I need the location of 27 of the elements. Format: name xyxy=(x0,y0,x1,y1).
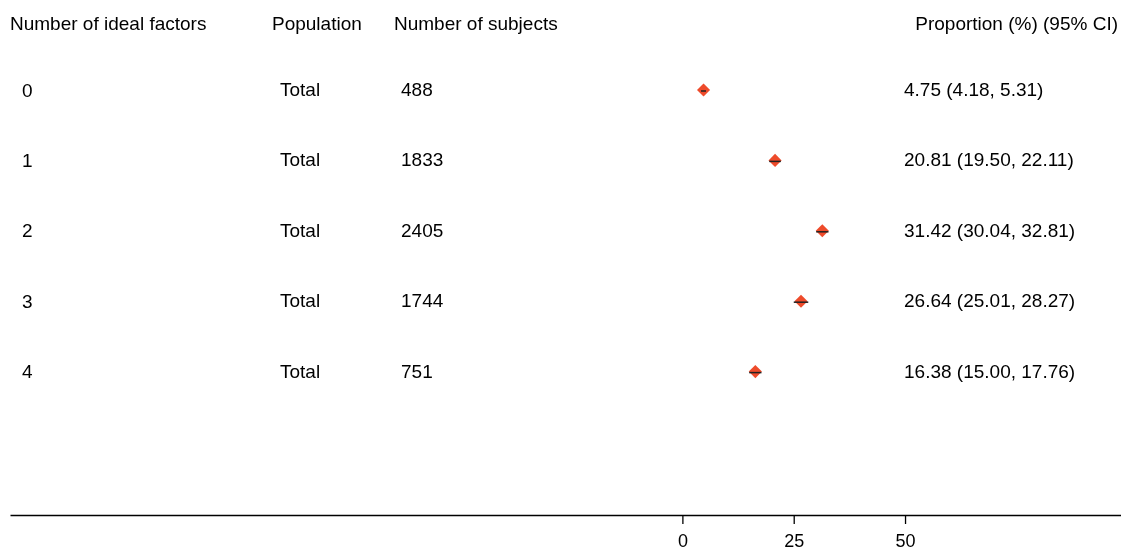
annotation: Total xyxy=(280,219,321,241)
y-tick-label: 3 xyxy=(22,290,33,312)
y-tick-label: 4 xyxy=(22,361,33,383)
annotation: 16.38 (15.00, 17.76) xyxy=(904,360,1076,382)
annotation: 20.81 (19.50, 22.11) xyxy=(904,149,1074,171)
annotation: 31.42 (30.04, 32.81) xyxy=(904,219,1076,241)
y-tick-label: 0 xyxy=(22,79,33,101)
annotation: Total xyxy=(280,290,321,312)
annotation: 1833 xyxy=(401,149,444,171)
annotation: 488 xyxy=(401,79,433,101)
annotation: 2405 xyxy=(401,219,444,241)
annotation: Total xyxy=(280,79,321,101)
annotation: 751 xyxy=(401,360,433,382)
text: Proportion (%) (95% CI) xyxy=(915,13,1118,35)
annotation: Total xyxy=(280,149,321,171)
annotation: 26.64 (25.01, 28.27) xyxy=(904,290,1076,312)
text: Population xyxy=(272,13,362,35)
annotation: 1744 xyxy=(401,290,444,312)
text: Number of subjects xyxy=(394,13,558,35)
annotation: Total xyxy=(280,360,321,382)
annotation: 4.75 (4.18, 5.31) xyxy=(904,79,1044,101)
x-tick-label: 50 xyxy=(895,530,916,548)
y-tick-label: 1 xyxy=(22,149,33,171)
y-tick-label: 2 xyxy=(22,220,33,242)
y-axis-title: Number of ideal factors xyxy=(10,13,207,35)
x-tick-label: 25 xyxy=(784,530,805,548)
x-tick-label: 0 xyxy=(677,530,688,548)
